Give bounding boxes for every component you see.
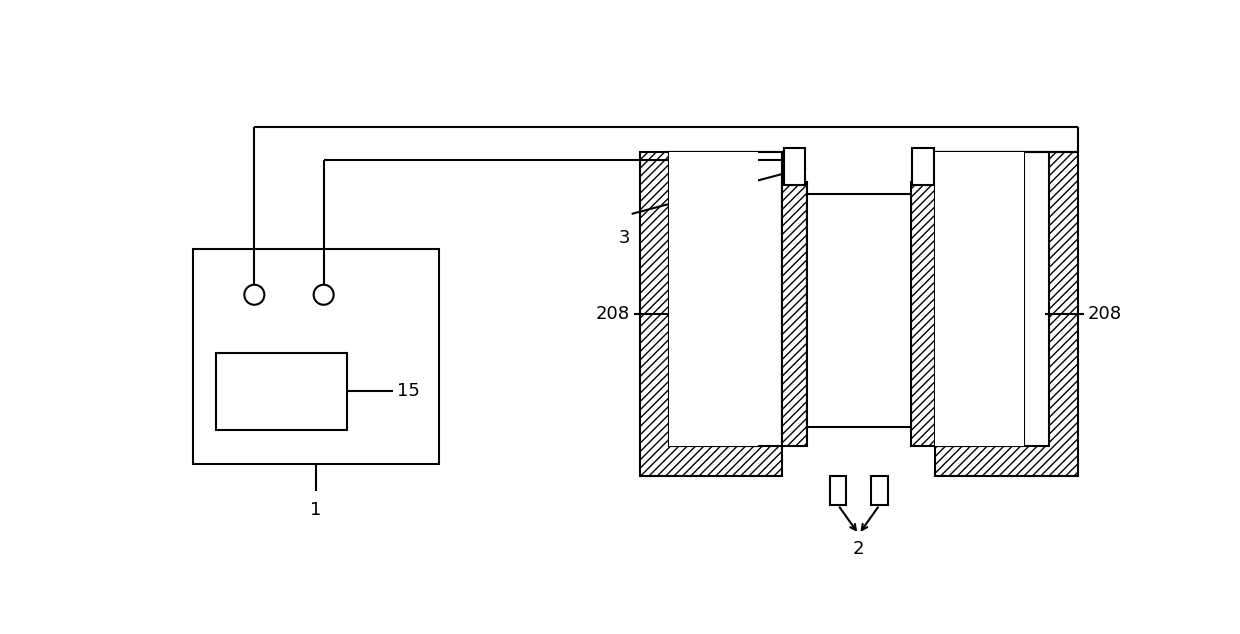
Bar [935, 152, 1078, 476]
Text: 3: 3 [619, 230, 630, 247]
Bar [807, 194, 910, 427]
Circle shape [314, 285, 334, 305]
Text: 15: 15 [397, 382, 419, 400]
Bar [910, 181, 935, 446]
Bar [216, 353, 347, 429]
Bar [935, 152, 1049, 446]
Bar [913, 148, 934, 184]
Circle shape [244, 285, 264, 305]
Bar [670, 152, 758, 446]
Text: 2: 2 [853, 540, 864, 559]
Bar [782, 181, 807, 446]
Text: 208: 208 [595, 305, 630, 323]
Text: 1: 1 [310, 501, 321, 519]
Bar [670, 152, 782, 446]
Text: 208: 208 [1087, 305, 1122, 323]
Bar [192, 249, 439, 464]
Bar [640, 152, 782, 476]
Bar [830, 476, 847, 505]
Bar [872, 476, 888, 505]
Bar [784, 148, 805, 184]
Bar [935, 152, 1024, 446]
